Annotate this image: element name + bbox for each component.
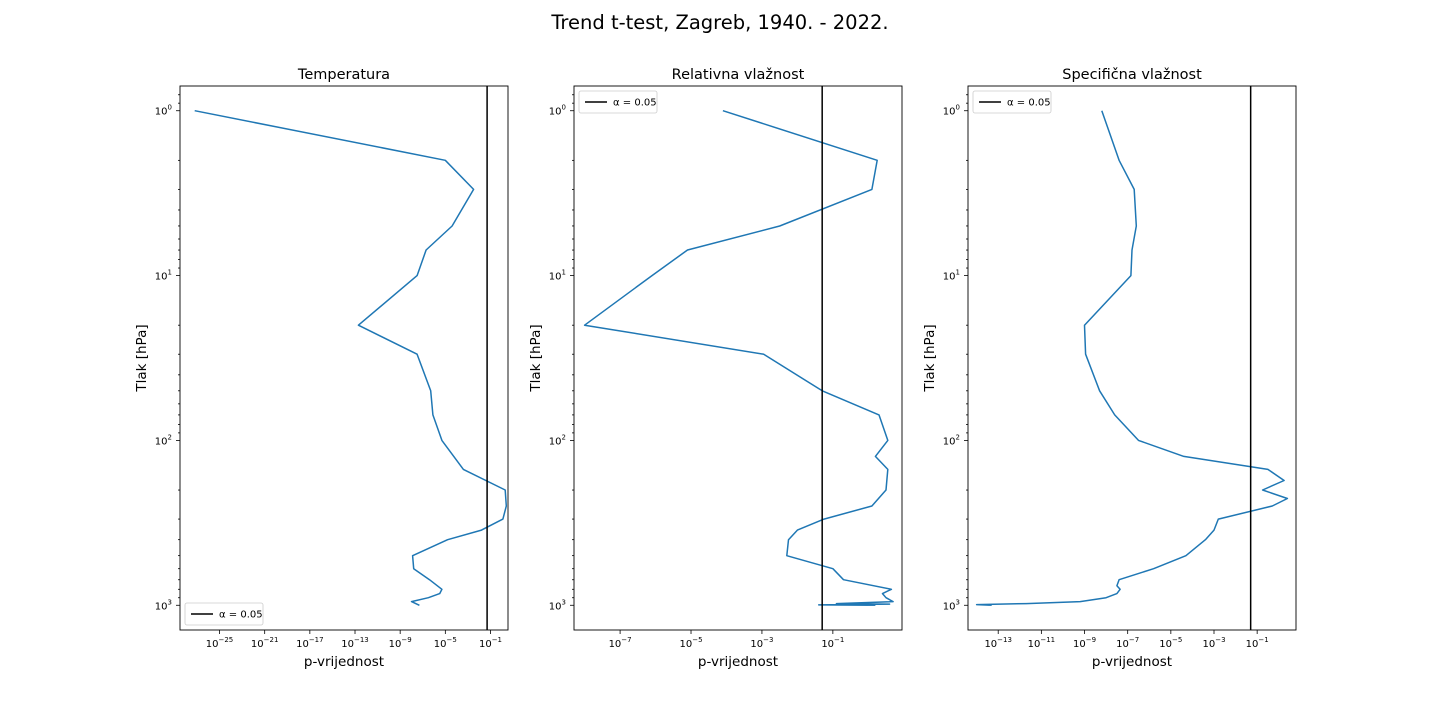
figure-title: Trend t-test, Zagreb, 1940. - 2022. <box>550 11 888 34</box>
legend: α = 0.05 <box>578 90 658 114</box>
legend-box <box>972 90 1052 114</box>
y-tick-label: 101 <box>943 269 960 283</box>
x-tick-label: 10−17 <box>296 636 324 650</box>
x-axis-label: p-vrijednost <box>304 654 384 670</box>
x-tick-label: 10−13 <box>341 636 369 650</box>
x-tick-label: 10−5 <box>1159 636 1182 650</box>
x-tick-label: 10−7 <box>609 636 632 650</box>
panel-3: Specifična vlažnost 10−13 10−11 10−9 10−7 10−… <box>922 67 1297 670</box>
x-tick-label: 10−3 <box>750 636 773 650</box>
legend-box <box>184 602 264 626</box>
panel-title: Specifična vlažnost <box>1062 67 1202 83</box>
x-tick-label: 10−9 <box>1073 636 1096 650</box>
x-tick-label: 10−11 <box>1028 636 1056 650</box>
legend: α = 0.05 <box>184 602 264 626</box>
series-line <box>975 110 1289 607</box>
x-tick-label: 10−21 <box>251 636 279 650</box>
panel-1: Temperatura 10−25 10−21 10−17 10−13 10−9 10−5 1… <box>134 67 509 670</box>
panel-2: Relativna vlažnost 10−7 10−5 10−3 10−1 100 101… <box>528 67 903 670</box>
y-axis-label: Tlak [hPa] <box>922 324 938 392</box>
legend-label: α = 0.05 <box>219 610 263 621</box>
x-tick-label: 10−13 <box>984 636 1012 650</box>
legend-box <box>578 90 658 114</box>
y-tick-label: 103 <box>155 598 172 612</box>
x-tick-label: 10−1 <box>479 636 502 650</box>
x-axis-label: p-vrijednost <box>698 654 778 670</box>
y-tick-label: 100 <box>943 104 960 118</box>
legend-label: α = 0.05 <box>1007 98 1051 109</box>
legend-label: α = 0.05 <box>613 98 657 109</box>
y-tick-label: 101 <box>155 269 172 283</box>
y-tick-label: 102 <box>155 433 172 447</box>
x-tick-label: 10−25 <box>206 636 234 650</box>
series-line <box>194 109 508 606</box>
y-tick-label: 100 <box>155 104 172 118</box>
axes-frame <box>967 85 1297 631</box>
y-tick-label: 103 <box>943 598 960 612</box>
axes-frame <box>179 85 509 631</box>
y-tick-label: 102 <box>943 433 960 447</box>
legend: α = 0.05 <box>972 90 1052 114</box>
y-axis-label: Tlak [hPa] <box>528 324 544 392</box>
x-axis-label: p-vrijednost <box>1092 654 1172 670</box>
axes-frame <box>573 85 903 631</box>
y-tick-label: 100 <box>549 104 566 118</box>
x-tick-label: 10−5 <box>434 636 457 650</box>
x-tick-label: 10−7 <box>1116 636 1139 650</box>
y-axis-label: Tlak [hPa] <box>134 324 150 392</box>
x-tick-label: 10−1 <box>821 636 844 650</box>
y-tick-label: 101 <box>549 269 566 283</box>
x-tick-label: 10−9 <box>389 636 412 650</box>
series-line <box>583 109 894 607</box>
panel-title: Relativna vlažnost <box>672 67 805 83</box>
panel-title: Temperatura <box>297 67 390 83</box>
x-tick-label: 10−5 <box>679 636 702 650</box>
y-tick-label: 102 <box>549 433 566 447</box>
panels: Temperatura 10−25 10−21 10−17 10−13 10−9 10−5 1… <box>134 67 1297 670</box>
x-tick-label: 10−3 <box>1202 636 1225 650</box>
y-tick-label: 103 <box>549 598 566 612</box>
x-tick-label: 10−1 <box>1246 636 1269 650</box>
